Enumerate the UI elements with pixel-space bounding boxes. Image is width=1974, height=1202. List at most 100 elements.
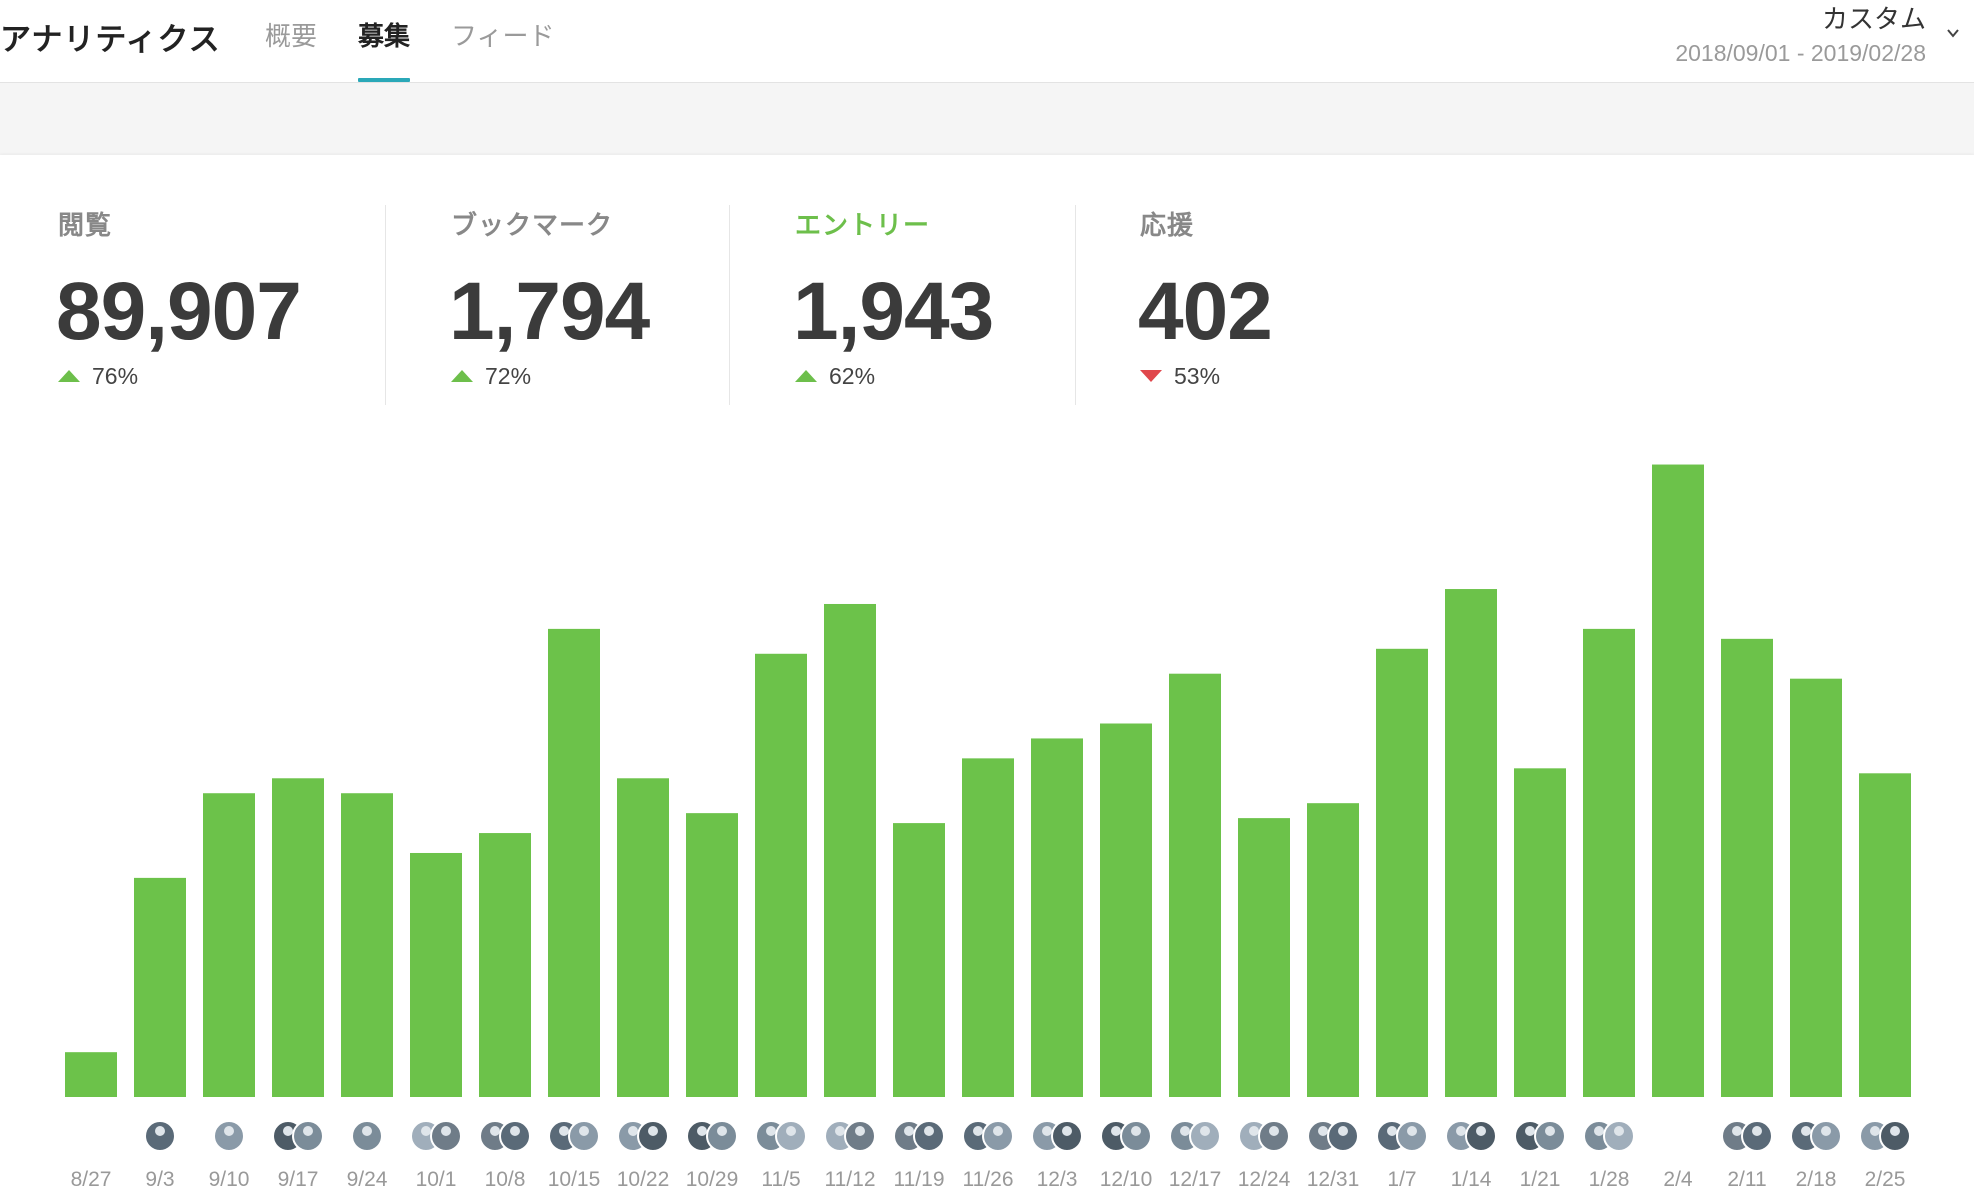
x-tick-label: 11/26	[963, 1168, 1014, 1191]
chart-bar[interactable]	[1859, 773, 1911, 1097]
chart-bar[interactable]	[617, 778, 669, 1097]
x-tick-label: 10/8	[485, 1168, 526, 1191]
avatar[interactable]	[1810, 1120, 1842, 1152]
avatar[interactable]	[351, 1120, 383, 1152]
avatar[interactable]	[1051, 1120, 1083, 1152]
avatar[interactable]	[913, 1120, 945, 1152]
chart-bar[interactable]	[1100, 723, 1152, 1098]
chart-bar[interactable]	[410, 852, 462, 1097]
avatar[interactable]	[292, 1120, 324, 1152]
active-tab-indicator	[358, 78, 410, 82]
x-tick-label: 10/29	[686, 1168, 739, 1191]
chart-bar[interactable]	[134, 877, 186, 1097]
stat-label: ブックマーク	[451, 210, 614, 240]
chart-bar[interactable]	[65, 1052, 117, 1097]
chart-bar[interactable]	[479, 833, 531, 1097]
chart-bar[interactable]	[824, 603, 876, 1097]
stat-label: 閲覧	[58, 210, 113, 240]
avatar[interactable]	[1396, 1120, 1428, 1152]
avatar[interactable]	[1603, 1120, 1635, 1152]
avatar[interactable]	[144, 1120, 176, 1152]
date-range-dates: 2018/09/01 - 2019/02/28	[1675, 40, 1926, 66]
stat-change: 62%	[795, 363, 875, 390]
chart-bar[interactable]	[341, 793, 393, 1097]
avatar[interactable]	[430, 1120, 462, 1152]
trend-up-icon	[795, 370, 817, 382]
trend-up-icon	[58, 370, 80, 382]
avatar[interactable]	[1741, 1120, 1773, 1152]
avatar[interactable]	[499, 1120, 531, 1152]
avatar[interactable]	[1327, 1120, 1359, 1152]
date-range-label: カスタム	[1821, 4, 1926, 34]
stat-entries: エントリー 1,943 62%	[793, 205, 994, 389]
avatar[interactable]	[706, 1120, 738, 1152]
page-title: アナリティクス	[0, 22, 221, 57]
avatar[interactable]	[1258, 1120, 1290, 1152]
chart-bar[interactable]	[272, 778, 324, 1097]
chart-bar[interactable]	[893, 823, 945, 1097]
x-tick-label: 10/1	[416, 1168, 457, 1191]
chart-bar[interactable]	[1652, 464, 1704, 1097]
chart-bar[interactable]	[1514, 768, 1566, 1097]
x-tick-label: 12/17	[1169, 1168, 1222, 1191]
chart-bar[interactable]	[1445, 589, 1497, 1097]
stat-views: 閲覧 89,907 76%	[56, 205, 302, 389]
stat-value: 89,907	[56, 266, 302, 357]
chart-bar[interactable]	[755, 653, 807, 1097]
chart-bar[interactable]	[1307, 803, 1359, 1097]
x-tick-label: 9/3	[145, 1168, 174, 1191]
x-tick-label: 11/12	[825, 1168, 876, 1191]
avatar[interactable]	[637, 1120, 669, 1152]
chart-bar[interactable]	[1583, 628, 1635, 1097]
stat-divider	[729, 205, 730, 405]
avatar[interactable]	[1120, 1120, 1152, 1152]
x-tick-label: 12/3	[1037, 1168, 1078, 1191]
stat-divider	[1075, 205, 1076, 405]
chart-bar[interactable]	[1721, 638, 1773, 1097]
x-tick-label: 9/17	[278, 1168, 319, 1191]
avatar[interactable]	[1534, 1120, 1566, 1152]
chart-bar[interactable]	[203, 793, 255, 1097]
avatar[interactable]	[844, 1120, 876, 1152]
x-tick-label: 2/11	[1727, 1168, 1766, 1191]
date-range-selector[interactable]: カスタム 2018/09/01 - 2019/02/28	[1675, 2, 1926, 70]
x-tick-label: 8/27	[71, 1168, 112, 1191]
tab-feed[interactable]: フィード	[451, 21, 555, 51]
stat-divider	[385, 205, 386, 405]
x-tick-label: 1/21	[1520, 1168, 1561, 1191]
x-tick-label: 2/18	[1796, 1168, 1837, 1191]
x-tick-label: 12/24	[1238, 1168, 1291, 1191]
chart-bar[interactable]	[1238, 818, 1290, 1097]
avatar[interactable]	[982, 1120, 1014, 1152]
chart-bar[interactable]	[686, 813, 738, 1097]
chart-bar[interactable]	[1169, 673, 1221, 1097]
x-tick-label: 10/22	[617, 1168, 670, 1191]
stat-value: 1,943	[793, 266, 994, 357]
x-tick-label: 11/19	[894, 1168, 945, 1191]
tab-recruitment[interactable]: 募集	[358, 21, 411, 51]
stat-label: エントリー	[795, 210, 931, 240]
x-tick-label: 1/28	[1589, 1168, 1630, 1191]
x-tick-label: 2/25	[1865, 1168, 1906, 1191]
tab-overview[interactable]: 概要	[265, 21, 318, 51]
stat-change: 72%	[451, 363, 531, 390]
chevron-down-icon[interactable]	[1946, 26, 1960, 40]
avatar[interactable]	[1465, 1120, 1497, 1152]
avatar[interactable]	[775, 1120, 807, 1152]
chart-bar[interactable]	[1031, 738, 1083, 1097]
chart-bar[interactable]	[1790, 678, 1842, 1097]
avatar[interactable]	[568, 1120, 600, 1152]
avatar[interactable]	[1189, 1120, 1221, 1152]
x-tick-label: 2/4	[1663, 1168, 1693, 1191]
chart-bar[interactable]	[1376, 648, 1428, 1097]
x-tick-label: 12/31	[1307, 1168, 1360, 1191]
x-tick-label: 1/7	[1387, 1168, 1416, 1191]
chart-bar[interactable]	[548, 628, 600, 1097]
avatar[interactable]	[213, 1120, 245, 1152]
stat-bookmarks: ブックマーク 1,794 72%	[449, 205, 650, 389]
avatar[interactable]	[1879, 1120, 1911, 1152]
chart-bar[interactable]	[962, 758, 1014, 1097]
trend-up-icon	[451, 370, 473, 382]
x-tick-label: 10/15	[548, 1168, 601, 1191]
